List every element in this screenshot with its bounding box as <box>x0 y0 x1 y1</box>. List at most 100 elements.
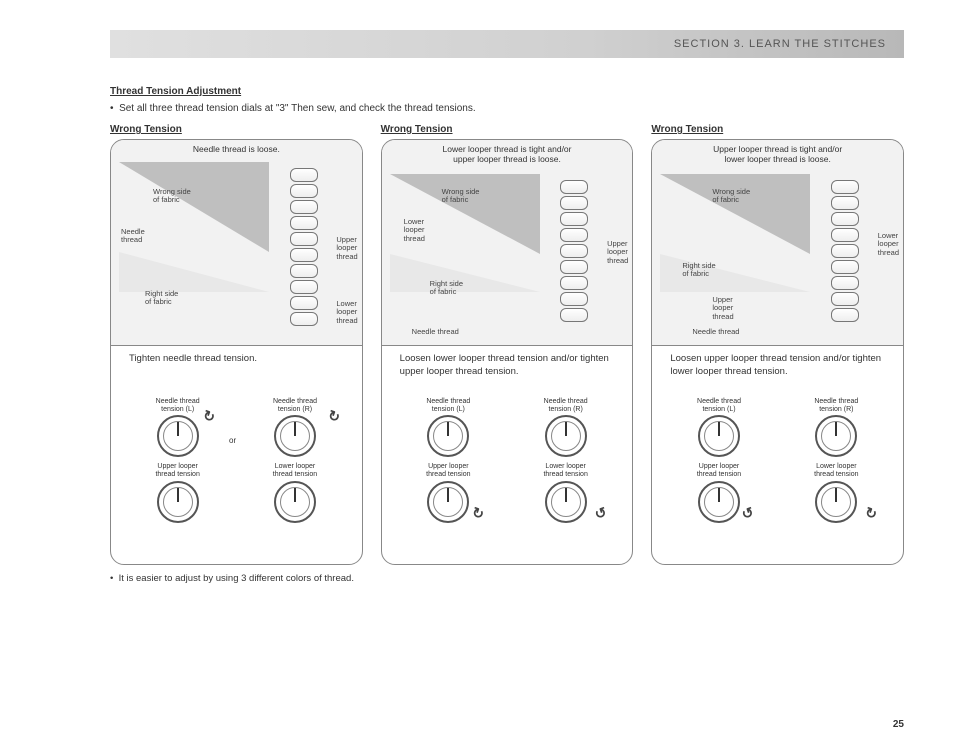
stitch-loop <box>560 228 588 242</box>
dial-label-ll: Lower looper thread tension <box>814 463 858 478</box>
stitch-loop <box>560 308 588 322</box>
anno: Lower looper thread <box>878 232 899 257</box>
dial-needle <box>565 422 567 436</box>
dial-needle <box>177 488 179 502</box>
dial-label-ul: Upper looper thread tension <box>426 463 470 478</box>
panel-3: Wrong Tension Upper looper thread is tig… <box>651 124 904 565</box>
dial-ul <box>698 481 740 523</box>
subsection-title: Thread Tension Adjustment <box>110 86 904 97</box>
anno: Right side of fabric <box>145 290 178 307</box>
dial-needle <box>565 488 567 502</box>
stitch-column <box>831 180 861 335</box>
dial-ll <box>815 481 857 523</box>
section-header-text: SECTION 3. LEARN THE STITCHES <box>674 38 886 50</box>
stitch-loop <box>560 260 588 274</box>
stitch-loop <box>560 244 588 258</box>
dial-ntr <box>545 415 587 457</box>
panel-2-caption: Wrong Tension <box>381 124 634 135</box>
stitch-loop <box>290 280 318 294</box>
panel-2-dials: Needle thread tension (L) Needle thread … <box>382 394 633 564</box>
stitch-loop <box>290 248 318 262</box>
or-label: or <box>229 436 236 445</box>
anno: Lower looper thread <box>336 300 357 325</box>
stitch-column <box>560 180 590 335</box>
dial-ntl <box>157 415 199 457</box>
dial-label-ntl: Needle thread tension (L) <box>156 398 200 413</box>
stitch-loop <box>560 276 588 290</box>
intro-bullet-text: Set all three thread tension dials at "3… <box>119 103 476 114</box>
dial-label-ntr: Needle thread tension (R) <box>544 398 588 413</box>
stitch-loop <box>290 216 318 230</box>
anno: Wrong side of fabric <box>442 188 480 205</box>
footnote: • It is easier to adjust by using 3 diff… <box>110 573 904 584</box>
fabric-side-face <box>119 252 269 292</box>
stitch-loop <box>290 264 318 278</box>
dial-needle <box>294 422 296 436</box>
dial-label-ntr: Needle thread tension (R) <box>273 398 317 413</box>
stitch-loop <box>290 296 318 310</box>
dial-ntr <box>274 415 316 457</box>
footnote-text: It is easier to adjust by using 3 differ… <box>119 573 354 584</box>
dial-label-ul: Upper looper thread tension <box>155 463 199 478</box>
panel-2-diagram: Lower looper thread is tight and/or uppe… <box>382 140 633 345</box>
stitch-loop <box>290 168 318 182</box>
dial-needle <box>718 488 720 502</box>
stitch-loop <box>831 244 859 258</box>
dial-ll <box>274 481 316 523</box>
panel-1-caption: Wrong Tension <box>110 124 363 135</box>
dial-ntl <box>698 415 740 457</box>
stitch-loop <box>290 184 318 198</box>
stitch-loop <box>290 232 318 246</box>
page-number: 25 <box>893 719 904 730</box>
dial-needle <box>835 422 837 436</box>
fabric-side-face <box>390 254 540 292</box>
dial-needle <box>718 422 720 436</box>
section-header-band: SECTION 3. LEARN THE STITCHES <box>110 30 904 58</box>
stitch-loop <box>831 260 859 274</box>
stitch-loop <box>831 276 859 290</box>
stitch-loop <box>831 196 859 210</box>
panel-2-box: Lower looper thread is tight and/or uppe… <box>381 139 634 565</box>
stitch-column <box>290 168 320 335</box>
dial-label-ntr: Needle thread tension (R) <box>814 398 858 413</box>
stitch-loop <box>831 212 859 226</box>
panel-3-caption: Wrong Tension <box>651 124 904 135</box>
panel-2: Wrong Tension Lower looper thread is tig… <box>381 124 634 565</box>
dial-ntr <box>815 415 857 457</box>
panel-3-dials: Needle thread tension (L) Needle thread … <box>652 394 903 564</box>
dial-ll <box>545 481 587 523</box>
dial-ntl <box>427 415 469 457</box>
anno: Upper looper thread <box>607 240 628 265</box>
stitch-loop <box>831 180 859 194</box>
anno: Needle thread <box>692 328 739 336</box>
anno: Lower looper thread <box>404 218 425 243</box>
anno: Wrong side of fabric <box>712 188 750 205</box>
stitch-loop <box>290 200 318 214</box>
dial-label-ntl: Needle thread tension (L) <box>697 398 741 413</box>
stitch-loop <box>560 180 588 194</box>
dial-needle <box>294 488 296 502</box>
stitch-loop <box>560 212 588 226</box>
dial-ul <box>157 481 199 523</box>
panel-3-box: Upper looper thread is tight and/or lowe… <box>651 139 904 565</box>
dial-label-ntl: Needle thread tension (L) <box>426 398 470 413</box>
intro-bullet: • Set all three thread tension dials at … <box>110 103 904 114</box>
panel-1-dials: Needle thread tension (L) Needle thread … <box>111 394 362 564</box>
stitch-loop <box>831 292 859 306</box>
anno: Upper looper thread <box>712 296 733 321</box>
anno: Needle thread <box>412 328 459 336</box>
dial-needle <box>835 488 837 502</box>
stitch-loop <box>290 312 318 326</box>
stitch-loop <box>831 228 859 242</box>
dial-ul <box>427 481 469 523</box>
anno: Wrong side of fabric <box>153 188 191 205</box>
anno: Right side of fabric <box>430 280 463 297</box>
panel-1-diagram-header: Needle thread is loose. <box>111 140 362 154</box>
anno: Upper looper thread <box>336 236 357 261</box>
fabric-top-face <box>660 174 810 254</box>
dial-needle <box>447 422 449 436</box>
panel-1-box: Needle thread is loose. Wrong side of fa… <box>110 139 363 565</box>
dial-label-ul: Upper looper thread tension <box>697 463 741 478</box>
anno: Needle thread <box>121 228 145 245</box>
dial-label-ll: Lower looper thread tension <box>543 463 587 478</box>
